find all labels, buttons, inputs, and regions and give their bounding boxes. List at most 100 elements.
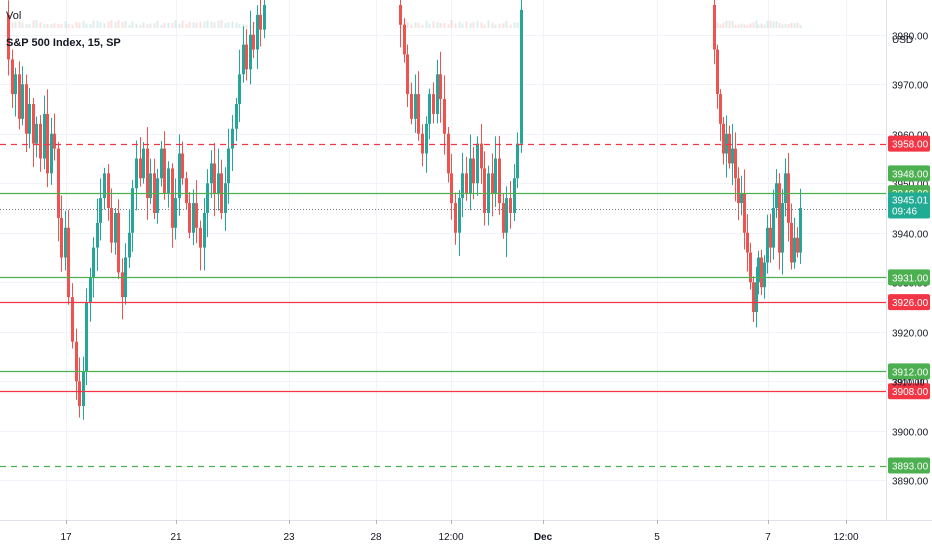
candle-body — [114, 212, 117, 243]
volume-bar — [160, 24, 163, 28]
volume-bar — [156, 21, 159, 28]
volume-bar — [719, 24, 722, 28]
volume-bar — [67, 23, 70, 28]
volume-bar — [734, 24, 737, 28]
volume-bar — [505, 20, 508, 28]
volume-bar — [480, 22, 483, 28]
candle-body — [110, 208, 113, 243]
candle-body — [734, 148, 737, 179]
candle-body — [716, 49, 719, 95]
candle-body — [775, 183, 778, 208]
volume-bar — [35, 20, 38, 28]
volume-bar — [25, 24, 28, 28]
volume-bar — [210, 21, 213, 28]
volume-bar — [203, 21, 206, 28]
volume-bar — [417, 22, 420, 28]
price-lines — [0, 143, 886, 468]
candle-body — [725, 133, 728, 154]
candle-body — [131, 188, 134, 233]
candle-body — [92, 247, 95, 278]
volume-bar — [746, 24, 749, 28]
candle-body — [78, 381, 81, 407]
volume-bar — [121, 22, 124, 28]
candle-body — [67, 227, 70, 298]
volume-bar — [238, 24, 241, 28]
volume-bar — [436, 21, 439, 28]
current-price-value: 3945.01 — [892, 196, 929, 207]
candle-body — [32, 104, 35, 144]
volume-bar — [743, 24, 746, 28]
volume-bar — [428, 23, 431, 28]
volume-bar — [740, 23, 743, 28]
price-badges: 3958.00 3948.00 3931.00 3926.00 3912.00 3908.… — [888, 135, 930, 474]
volume-bar — [227, 22, 230, 28]
volume-bar — [89, 24, 92, 28]
volume-bar — [406, 22, 409, 28]
candle-body — [505, 198, 508, 233]
volume-bar — [32, 20, 35, 28]
volume-bar — [124, 21, 127, 28]
volume-bar — [513, 22, 516, 28]
candle-body — [428, 94, 431, 124]
candle-body — [520, 9, 523, 144]
volume-bar — [755, 20, 758, 28]
price-level-badge-text: 3931.00 — [892, 273, 929, 284]
volume-bar — [117, 20, 120, 28]
candle-body — [784, 173, 787, 204]
candle-body — [757, 257, 760, 283]
volume-bar — [793, 23, 796, 28]
y-tick-label: 3920.00 — [892, 329, 929, 340]
volume-bar — [103, 23, 106, 28]
volume-bar — [192, 22, 195, 28]
volume-bar — [85, 23, 88, 28]
volume-bar — [781, 24, 784, 28]
x-tick-label: 12:00 — [833, 532, 858, 543]
y-tick-label: 3980.00 — [892, 32, 929, 43]
price-level-badge-text: 3893.00 — [892, 462, 929, 473]
price-level-badge — [888, 383, 930, 400]
candle-body — [513, 178, 516, 213]
candle-body — [21, 84, 24, 119]
volume-bar — [114, 22, 117, 28]
candle-body — [121, 272, 124, 298]
candle-body — [146, 148, 149, 199]
volume-bar — [242, 23, 245, 28]
volume-bar — [502, 23, 505, 28]
candle-body — [443, 99, 446, 134]
candle-body — [480, 143, 483, 169]
candle-body — [749, 252, 752, 283]
candle-body — [439, 74, 442, 100]
candle-body — [509, 198, 512, 213]
candle-body — [85, 302, 88, 372]
volume-bar — [235, 22, 238, 28]
volume-bar — [43, 24, 46, 28]
candle-body — [454, 203, 457, 233]
volume-bar — [516, 22, 519, 28]
candle-body — [163, 148, 166, 194]
candle-body — [57, 148, 60, 218]
volume-bar — [46, 23, 49, 28]
candle-body — [171, 168, 174, 228]
candle-body — [35, 123, 38, 144]
volume-bar — [146, 24, 149, 28]
volume-bar — [131, 21, 134, 28]
volume-bar — [149, 23, 152, 28]
volume-bar — [206, 20, 209, 28]
volume-bar — [220, 20, 223, 28]
y-tick-label: 3970.00 — [892, 81, 929, 92]
candle-body — [772, 208, 775, 248]
candle-body — [483, 168, 486, 213]
volume-bar — [64, 21, 67, 28]
candle-body — [722, 123, 725, 154]
candle-body — [149, 173, 152, 199]
candle-body — [185, 178, 188, 204]
volume-bar — [766, 20, 769, 28]
volume-bar — [763, 24, 766, 28]
volume-bar — [181, 20, 184, 28]
volume-bar — [461, 23, 464, 28]
volume-bar — [728, 20, 731, 28]
candle-body — [43, 113, 46, 159]
volume-bar — [778, 22, 781, 28]
